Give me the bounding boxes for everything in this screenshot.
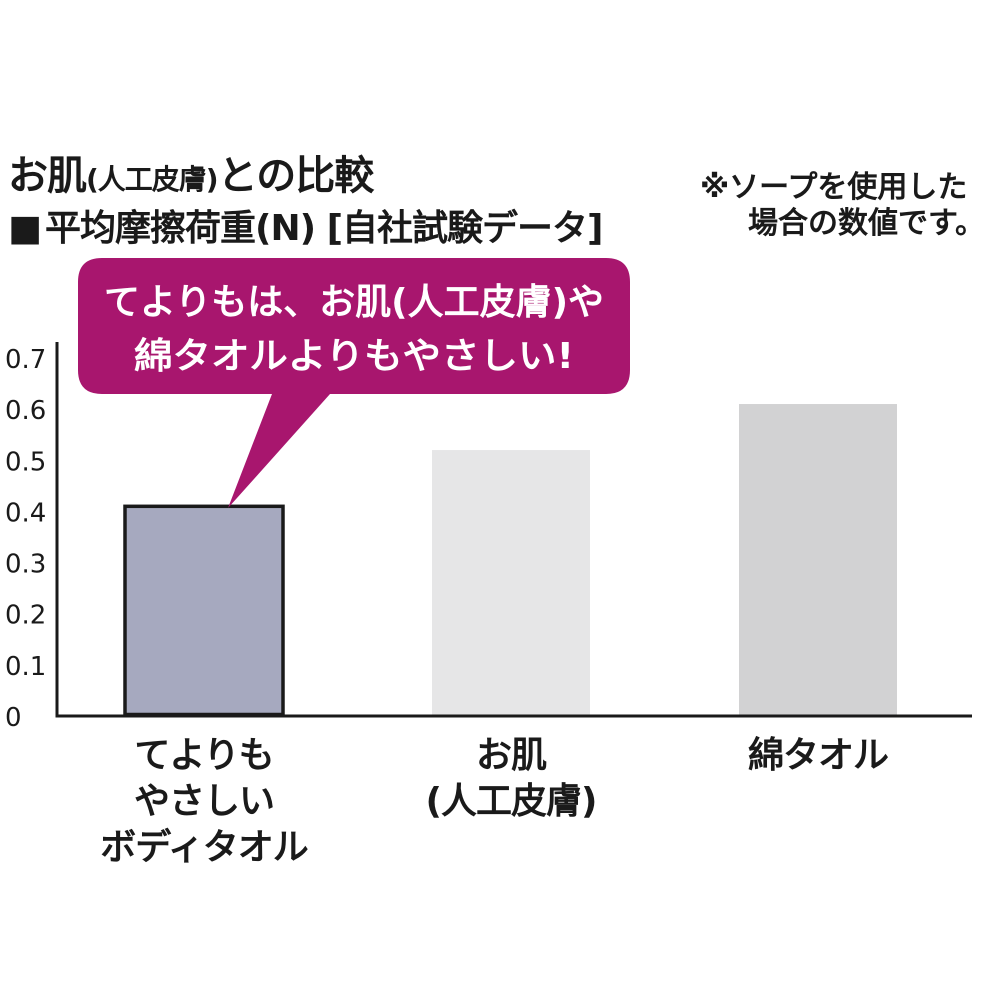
title-tail: との比較 bbox=[217, 153, 375, 199]
chart-title: お肌(人工皮膚)との比較 bbox=[8, 143, 375, 201]
y-tick-label: 0.5 bbox=[5, 447, 46, 477]
chart-subtitle: ■ 平均摩擦荷重(N) [自社試験データ] bbox=[8, 199, 604, 251]
title-main: お肌 bbox=[8, 153, 87, 199]
y-tick-label: 0.2 bbox=[5, 601, 46, 631]
legend-square-icon: ■ bbox=[8, 208, 42, 249]
footnote-line-2: 場合の数値です。 bbox=[748, 206, 985, 241]
y-tick-label: 0.1 bbox=[5, 652, 46, 682]
y-tick-label: 0.6 bbox=[5, 396, 46, 426]
y-tick-label: 0.7 bbox=[5, 345, 46, 375]
footnote-line-1: ※ソープを使用した bbox=[700, 170, 968, 205]
x-category-label: てよりも やさしい ボディタオル bbox=[100, 735, 308, 868]
x-category-label: 綿タオル bbox=[747, 735, 889, 776]
callout-bubble bbox=[78, 258, 630, 508]
y-tick-label: 0.4 bbox=[5, 498, 46, 528]
callout-line-1: てよりもは、お肌(人工皮膚)や bbox=[104, 282, 604, 323]
x-category-label: お肌 (人工皮膚) bbox=[425, 735, 598, 822]
bar-2 bbox=[432, 450, 590, 715]
bar-1 bbox=[123, 504, 285, 717]
bar-3 bbox=[739, 404, 897, 715]
subtitle-text: 平均摩擦荷重(N) [自社試験データ] bbox=[45, 208, 603, 249]
callout-line-2: 綿タオルよりもやさしい! bbox=[134, 336, 574, 377]
title-paren: (人工皮膚) bbox=[86, 163, 219, 196]
y-tick-label: 0 bbox=[5, 703, 22, 733]
footnote: ※ソープを使用した 場合の数値です。 bbox=[700, 170, 1000, 242]
y-tick-label: 0.3 bbox=[5, 550, 46, 580]
